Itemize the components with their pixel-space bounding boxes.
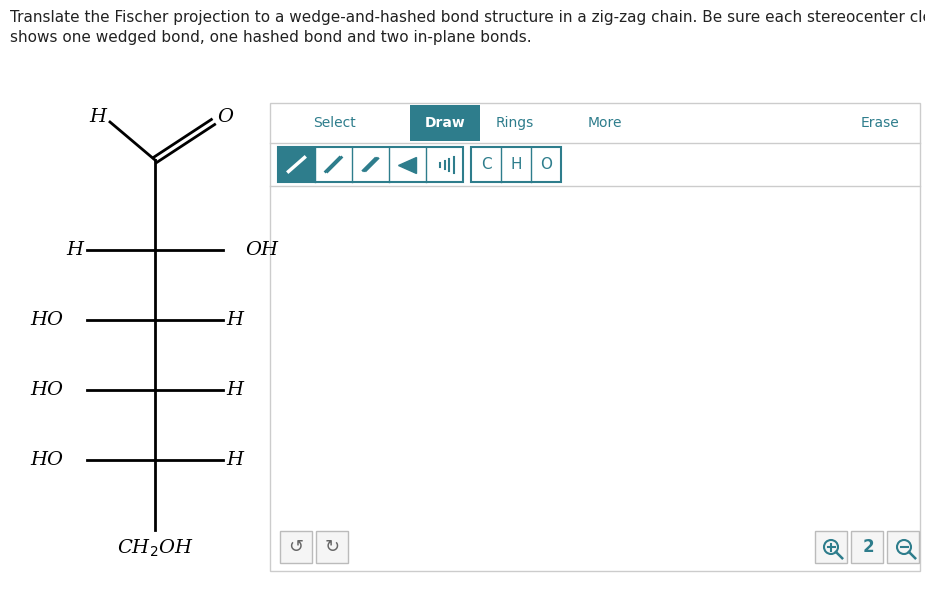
Text: HO: HO xyxy=(30,311,63,329)
Text: Select: Select xyxy=(314,116,356,130)
Text: shows one wedged bond, one hashed bond and two in-plane bonds.: shows one wedged bond, one hashed bond a… xyxy=(10,30,532,45)
Text: OH: OH xyxy=(245,241,278,259)
Bar xyxy=(471,147,561,182)
Bar xyxy=(887,531,919,563)
Bar xyxy=(316,531,348,563)
Text: Translate the Fischer projection to a wedge-and-hashed bond structure in a zig-z: Translate the Fischer projection to a we… xyxy=(10,10,925,25)
Text: Rings: Rings xyxy=(496,116,534,130)
Text: O: O xyxy=(540,157,552,172)
Text: HO: HO xyxy=(30,381,63,399)
Text: ↺: ↺ xyxy=(289,538,303,556)
Bar xyxy=(270,103,920,571)
Text: H: H xyxy=(511,157,522,172)
Text: Erase: Erase xyxy=(860,116,899,130)
Text: C: C xyxy=(481,157,491,172)
Text: H: H xyxy=(227,311,243,329)
Text: Draw: Draw xyxy=(425,116,465,130)
Text: CH$_2$OH: CH$_2$OH xyxy=(117,538,193,560)
Text: H: H xyxy=(90,108,106,126)
Bar xyxy=(851,531,883,563)
Bar xyxy=(278,147,315,182)
Text: H: H xyxy=(67,241,83,259)
Bar xyxy=(280,531,312,563)
Text: More: More xyxy=(587,116,623,130)
Polygon shape xyxy=(399,157,416,174)
Text: HO: HO xyxy=(30,451,63,469)
Bar xyxy=(410,105,480,141)
Text: O: O xyxy=(217,108,233,126)
Text: ↻: ↻ xyxy=(325,538,339,556)
Bar xyxy=(278,147,463,182)
Text: H: H xyxy=(227,381,243,399)
Text: H: H xyxy=(227,451,243,469)
Text: 2: 2 xyxy=(862,538,874,556)
Bar xyxy=(815,531,847,563)
